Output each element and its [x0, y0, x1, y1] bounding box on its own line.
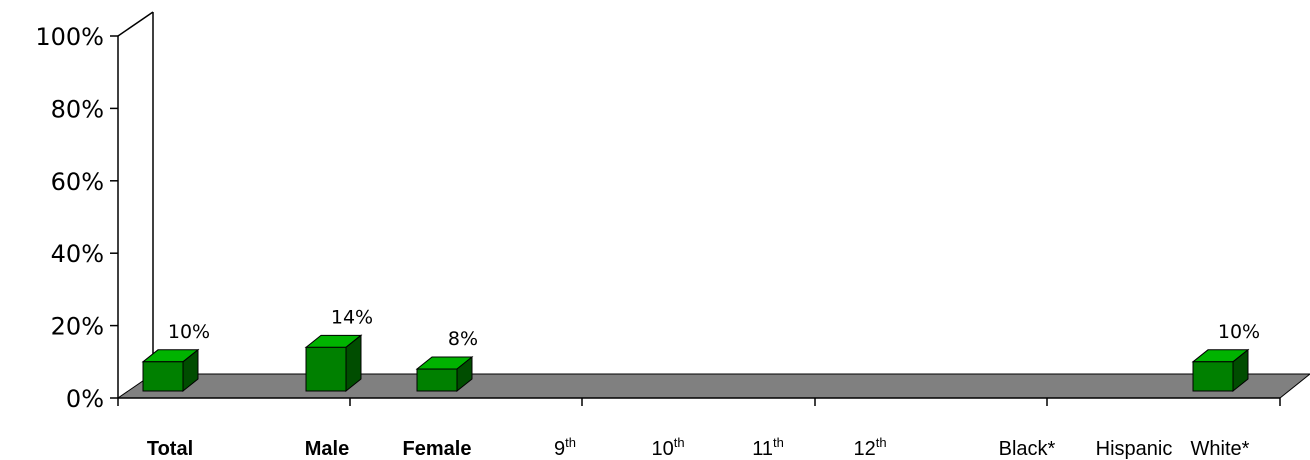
- data-label: 10%: [168, 321, 210, 343]
- bar: [304, 334, 363, 393]
- x-category-label: 10th: [651, 435, 684, 460]
- y-tick-label: 0%: [66, 385, 104, 413]
- x-category-label: White*: [1191, 438, 1250, 460]
- x-category-label: 9th: [554, 435, 576, 460]
- y-axis-ticks: 0% 20% 40% 60% 80% 100%: [35, 23, 118, 413]
- bar: [415, 355, 474, 393]
- x-category-label: Male: [305, 438, 349, 460]
- y-tick-label: 100%: [35, 23, 104, 51]
- y-tick-label: 60%: [51, 168, 104, 196]
- y-tick-label: 80%: [51, 95, 104, 123]
- y-tick-label: 40%: [51, 240, 104, 268]
- x-category-label: 11th: [752, 435, 784, 460]
- data-labels: 10% 14% 8% 10%: [168, 306, 1260, 350]
- x-category-label: Total: [147, 438, 193, 460]
- data-label: 8%: [448, 328, 478, 350]
- x-axis-ticks: [117, 398, 1281, 406]
- data-label: 14%: [331, 306, 373, 328]
- x-category-label: Female: [403, 438, 472, 460]
- chart-floor: [116, 373, 1310, 399]
- x-category-label: Hispanic: [1096, 438, 1173, 460]
- bar-front-face: [1192, 361, 1234, 392]
- y-tick-label: 20%: [51, 313, 104, 341]
- bar: [1191, 348, 1250, 393]
- bar-front-face: [416, 368, 458, 392]
- chart-top-edge: [117, 11, 154, 37]
- bar: [141, 348, 200, 393]
- category-labels: Total Male Female 9th 10th 11th 12th Black* Hisp…: [147, 435, 1250, 460]
- x-category-label: 12th: [853, 435, 886, 460]
- bar-front-face: [142, 361, 184, 392]
- bar-front-face: [305, 346, 347, 392]
- bar-series: [141, 334, 1250, 393]
- x-category-label: Black*: [999, 438, 1056, 460]
- data-label: 10%: [1218, 321, 1260, 343]
